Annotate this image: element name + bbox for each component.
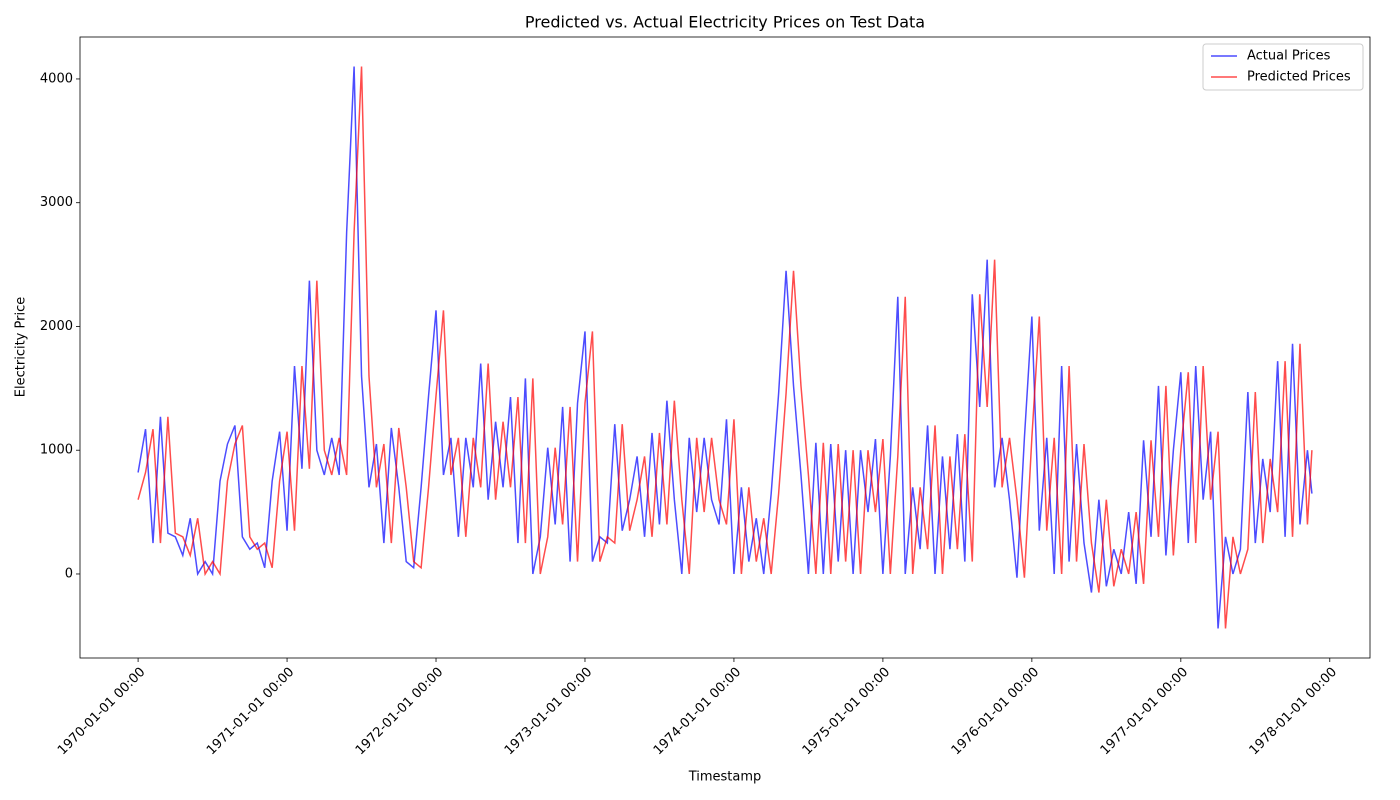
x-tick-label: 1972-01-01 00:00 [353, 665, 446, 758]
y-tick-label: 0 [65, 566, 73, 581]
legend-box [1202, 43, 1364, 91]
y-tick-label: 3000 [40, 195, 73, 210]
y-axis-label: Electricity Price [14, 297, 29, 397]
plot-frame [79, 36, 1371, 659]
x-tick-label: 1971-01-01 00:00 [204, 665, 297, 758]
x-tick-label: 1970-01-01 00:00 [55, 665, 148, 758]
x-tick-label: 1977-01-01 00:00 [1098, 665, 1191, 758]
legend-label: Actual Prices [1247, 49, 1331, 64]
x-tick-label: 1973-01-01 00:00 [502, 665, 595, 758]
legend-label: Predicted Prices [1247, 70, 1351, 85]
data-line [137, 66, 1313, 629]
x-axis-label: Timestamp [688, 770, 762, 785]
y-tick-label: 2000 [40, 319, 73, 334]
x-tick-label: 1975-01-01 00:00 [800, 665, 893, 758]
x-tick-label: 1976-01-01 00:00 [949, 665, 1042, 758]
y-tick-label: 1000 [40, 443, 73, 458]
chart-title: Predicted vs. Actual Electricity Prices … [525, 13, 925, 32]
y-tick-label: 4000 [40, 71, 73, 86]
x-tick-label: 1978-01-01 00:00 [1247, 665, 1340, 758]
x-tick-label: 1974-01-01 00:00 [651, 665, 744, 758]
data-line [137, 66, 1313, 629]
